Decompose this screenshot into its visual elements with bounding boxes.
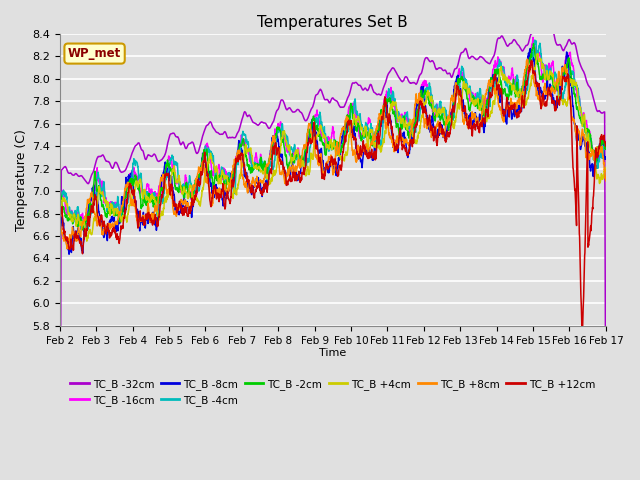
Text: WP_met: WP_met [68, 47, 121, 60]
Title: Temperatures Set B: Temperatures Set B [257, 15, 408, 30]
X-axis label: Time: Time [319, 348, 346, 358]
Y-axis label: Temperature (C): Temperature (C) [15, 129, 28, 231]
Legend: TC_B -32cm, TC_B -16cm, TC_B -8cm, TC_B -4cm, TC_B -2cm, TC_B +4cm, TC_B +8cm, T: TC_B -32cm, TC_B -16cm, TC_B -8cm, TC_B … [66, 375, 600, 410]
